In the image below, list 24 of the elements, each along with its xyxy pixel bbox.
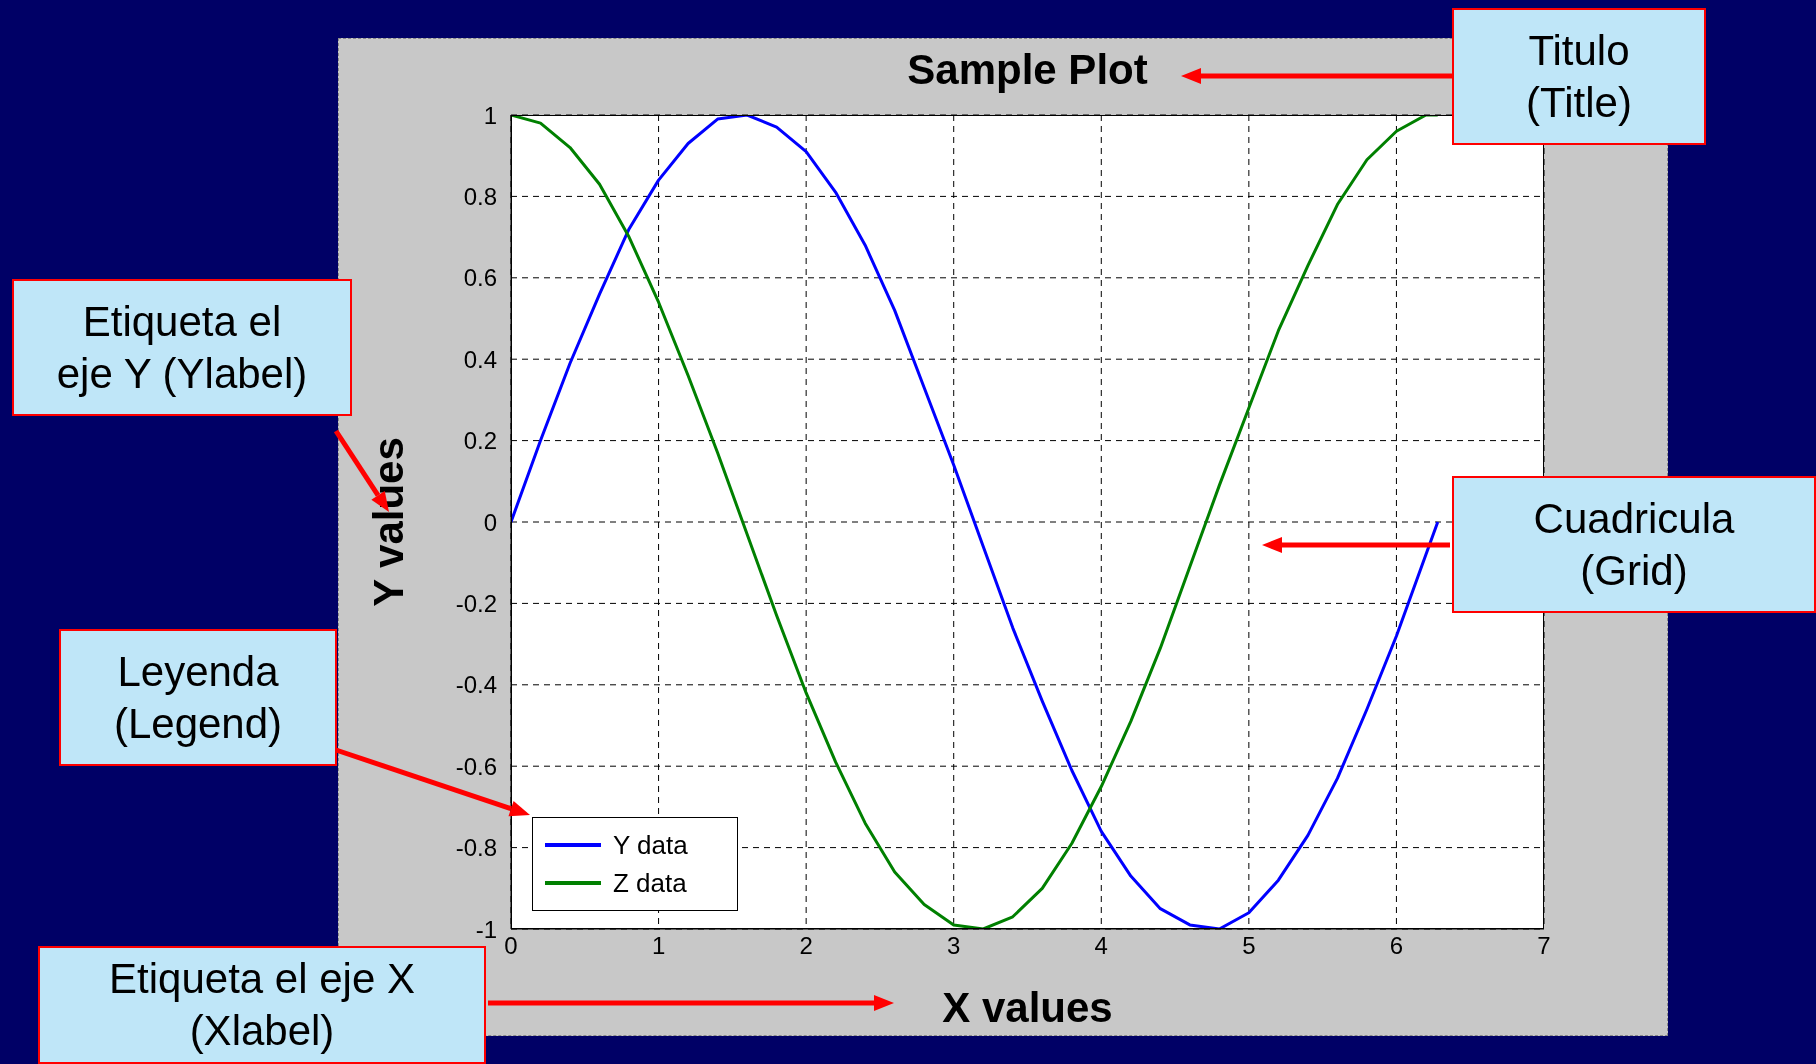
y-tick-label: 0.8 — [463, 182, 497, 210]
y-tick-label: -0.2 — [455, 589, 497, 617]
y-axis-title: Y values — [364, 437, 412, 607]
y-tick-label: -0.6 — [455, 752, 497, 780]
x-tick-label: 7 — [1537, 932, 1551, 960]
y-tick-label: 0.2 — [463, 427, 497, 455]
y-tick-label: 1 — [483, 101, 497, 129]
chart-title: Sample Plot — [907, 46, 1148, 93]
y-tick-label: -0.8 — [455, 834, 497, 862]
x-tick-label: 5 — [1242, 932, 1256, 960]
x-tick-label: 2 — [799, 932, 813, 960]
y-tick-label: -0.4 — [455, 671, 497, 699]
x-tick-label: 1 — [651, 932, 666, 960]
x-tick-label: 4 — [1094, 932, 1108, 960]
x-axis-title: X values — [942, 984, 1113, 1031]
y-tick-label: 0 — [483, 508, 497, 536]
y-tick-label: 0.6 — [463, 264, 497, 292]
legend-label: Y data — [613, 829, 688, 862]
legend-label: Z data — [613, 867, 687, 900]
y-tick-label: 0.4 — [463, 345, 497, 373]
y-tick-label: -1 — [475, 915, 497, 943]
x-tick-label: 3 — [947, 932, 961, 960]
x-tick-label: 0 — [504, 932, 518, 960]
x-tick-label: 6 — [1389, 932, 1404, 960]
